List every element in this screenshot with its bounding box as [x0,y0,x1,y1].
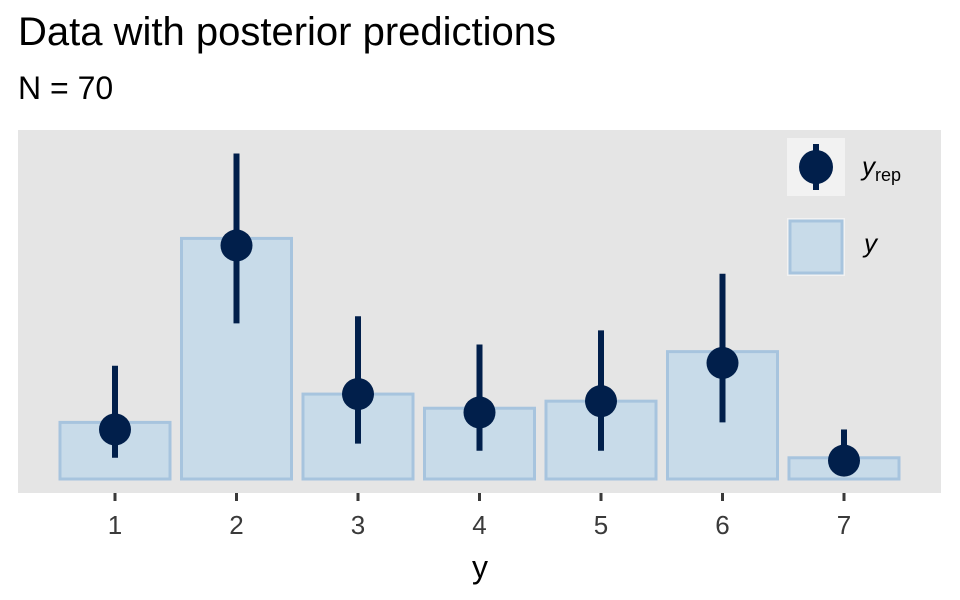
x-tick-label-6: 6 [715,510,729,540]
x-tick-label-7: 7 [837,510,851,540]
yrep-point-2 [220,229,253,262]
legend-label-yrep-sub: rep [875,165,901,185]
legend-y-bar [788,219,844,275]
yrep-point-3 [342,378,374,411]
legend-label-yrep: yrep [860,151,901,185]
legend-label-y: y [862,228,879,258]
yrep-point-4 [463,396,496,429]
x-axis-title: y [472,549,488,585]
legend-yrep-point [799,150,833,184]
chart-subtitle: N = 70 [18,70,114,106]
x-tick-label-1: 1 [108,510,122,540]
legend: yrep y [787,138,901,276]
x-tick-label-3: 3 [351,510,365,540]
x-tick-label-5: 5 [594,510,608,540]
legend-label-yrep-main: y [860,151,877,181]
yrep-point-7 [828,444,860,477]
yrep-point-6 [706,346,739,379]
yrep-point-1 [99,413,131,446]
x-tick-label-4: 4 [472,510,486,540]
x-tick-label-2: 2 [229,510,243,540]
yrep-point-5 [585,385,617,418]
chart-title: Data with posterior predictions [18,10,557,54]
